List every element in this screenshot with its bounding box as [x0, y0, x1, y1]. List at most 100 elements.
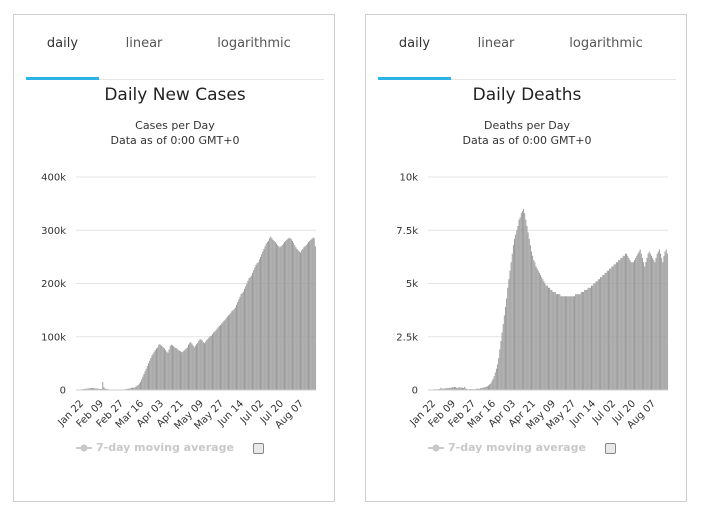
- y-tick-label: 5k: [406, 279, 418, 290]
- bar: [242, 291, 244, 390]
- bar: [592, 285, 594, 390]
- moving-average-legend[interactable]: 7-day moving average: [428, 441, 628, 455]
- tab-linear[interactable]: linear: [477, 36, 515, 51]
- bar: [180, 351, 181, 390]
- bar: [262, 251, 264, 390]
- bar: [86, 388, 88, 390]
- tab-logarithmic[interactable]: logarithmic: [569, 36, 643, 51]
- bar: [448, 387, 450, 390]
- bar: [93, 388, 95, 390]
- bar: [140, 382, 141, 390]
- bar: [263, 248, 265, 390]
- bar: [615, 262, 617, 390]
- bar: [483, 387, 485, 390]
- legend-label: 7-day moving average: [96, 441, 234, 454]
- bar: [555, 294, 557, 390]
- bar: [217, 327, 219, 390]
- bar: [619, 260, 621, 390]
- bar: [196, 344, 197, 390]
- bar: [581, 292, 583, 390]
- bar: [613, 264, 615, 390]
- bar: [152, 353, 154, 390]
- bar: [546, 285, 548, 390]
- bar: [449, 387, 451, 390]
- bar: [306, 243, 308, 390]
- bar: [559, 294, 561, 390]
- bar: [521, 211, 523, 390]
- moving-average-checkbox[interactable]: [605, 443, 616, 454]
- bar: [586, 289, 588, 390]
- bar: [188, 344, 189, 390]
- moving-average-legend[interactable]: 7-day moving average: [76, 441, 276, 455]
- bar: [186, 347, 188, 390]
- bar: [303, 247, 305, 390]
- bar: [199, 339, 201, 390]
- bar: [132, 387, 133, 390]
- bar: [224, 319, 226, 390]
- bar: [248, 278, 250, 390]
- bar: [182, 351, 184, 390]
- bar: [252, 272, 253, 390]
- bar: [594, 283, 596, 390]
- bar: [656, 253, 658, 390]
- moving-average-checkbox[interactable]: [253, 443, 264, 454]
- bar: [585, 289, 587, 390]
- bar: [287, 238, 289, 390]
- tab-daily[interactable]: daily: [378, 29, 451, 80]
- bar: [466, 388, 468, 390]
- bar: [528, 238, 530, 390]
- bar: [273, 240, 275, 390]
- bar: [536, 268, 538, 390]
- bar: [648, 251, 650, 390]
- bar: [158, 344, 160, 390]
- bar: [270, 236, 272, 390]
- bar: [596, 281, 598, 390]
- bar: [127, 388, 129, 390]
- bar: [484, 387, 486, 390]
- bar: [489, 384, 491, 390]
- bar: [135, 386, 137, 390]
- bar: [198, 341, 200, 390]
- tab-linear[interactable]: linear: [125, 36, 163, 51]
- cases-tabs: daily linear logarithmic: [26, 29, 324, 80]
- bar: [601, 277, 603, 390]
- bar: [574, 296, 575, 390]
- bar: [646, 257, 648, 390]
- bar: [478, 388, 480, 390]
- bar: [92, 387, 93, 390]
- y-tick-label: 400k: [41, 173, 66, 184]
- bar: [148, 363, 149, 391]
- bar: [611, 266, 613, 390]
- bar: [145, 368, 147, 390]
- bar: [551, 289, 553, 390]
- bar: [520, 213, 522, 390]
- bar: [618, 260, 620, 390]
- bar: [167, 352, 169, 390]
- bar: [149, 360, 151, 390]
- bar: [281, 245, 283, 390]
- tab-logarithmic[interactable]: logarithmic: [217, 36, 291, 51]
- bar: [90, 388, 92, 390]
- bar: [271, 238, 273, 390]
- y-tick-label: 300k: [41, 226, 66, 237]
- bar: [297, 250, 299, 390]
- bar: [480, 388, 482, 390]
- bar: [566, 296, 568, 390]
- bar: [636, 255, 638, 390]
- bar: [544, 283, 546, 390]
- bar: [272, 239, 274, 390]
- y-tick-label: 0: [60, 386, 66, 397]
- bar: [504, 306, 506, 390]
- bar: [561, 296, 563, 390]
- bar: [463, 387, 465, 390]
- bar: [177, 350, 179, 390]
- bar: [558, 294, 560, 390]
- bar: [300, 252, 301, 390]
- bar: [206, 339, 208, 390]
- bar: [138, 383, 140, 390]
- bar: [164, 348, 165, 390]
- bar: [310, 239, 312, 390]
- tab-daily[interactable]: daily: [26, 29, 99, 80]
- chart-subtitle: Deaths per Day: [484, 119, 570, 132]
